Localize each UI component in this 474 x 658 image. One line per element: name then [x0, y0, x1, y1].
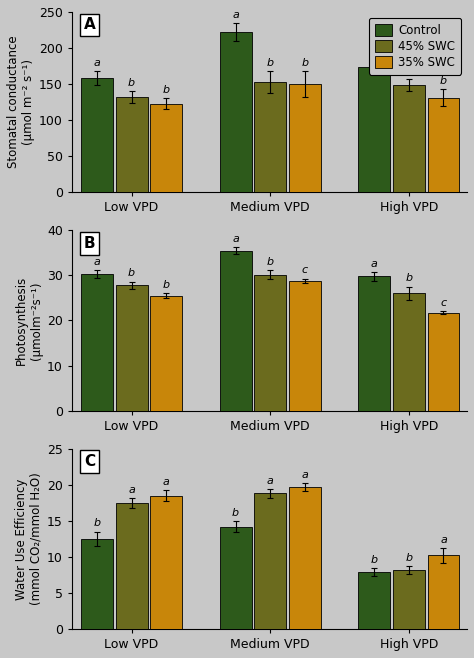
Text: B: B: [84, 236, 95, 251]
Text: b: b: [163, 280, 170, 290]
Text: a: a: [163, 476, 170, 487]
Bar: [393, 293, 425, 411]
Text: a: a: [440, 535, 447, 545]
Bar: [254, 82, 286, 192]
Bar: [150, 103, 182, 192]
Bar: [116, 286, 147, 411]
Bar: [81, 274, 113, 411]
Text: b: b: [232, 507, 239, 518]
Bar: [289, 487, 321, 629]
Bar: [428, 313, 459, 411]
Bar: [289, 84, 321, 192]
Y-axis label: Stomatal conductance
(μmol m⁻² s⁻¹): Stomatal conductance (μmol m⁻² s⁻¹): [7, 36, 35, 168]
Text: A: A: [84, 17, 96, 32]
Text: C: C: [84, 454, 95, 469]
Text: b: b: [301, 58, 309, 68]
Text: b: b: [371, 555, 378, 565]
Text: b: b: [93, 519, 100, 528]
Text: a: a: [301, 470, 308, 480]
Bar: [358, 572, 390, 629]
Bar: [393, 570, 425, 629]
Bar: [116, 97, 147, 192]
Text: c: c: [440, 298, 447, 308]
Text: b: b: [163, 84, 170, 95]
Text: b: b: [405, 553, 412, 563]
Bar: [393, 85, 425, 192]
Text: b: b: [128, 78, 135, 88]
Text: b: b: [405, 66, 412, 76]
Bar: [428, 555, 459, 629]
Text: a: a: [93, 257, 100, 267]
Text: b: b: [440, 76, 447, 86]
Text: a: a: [371, 49, 378, 59]
Y-axis label: Photosynthesis
(μmolm⁻²s⁻¹): Photosynthesis (μmolm⁻²s⁻¹): [15, 276, 43, 365]
Bar: [81, 539, 113, 629]
Bar: [150, 295, 182, 411]
Text: a: a: [371, 259, 378, 268]
Bar: [150, 495, 182, 629]
Bar: [428, 98, 459, 192]
Text: a: a: [93, 58, 100, 68]
Bar: [81, 78, 113, 192]
Text: b: b: [267, 257, 274, 266]
Bar: [254, 494, 286, 629]
Bar: [116, 503, 147, 629]
Bar: [358, 68, 390, 192]
Text: b: b: [128, 268, 135, 278]
Text: a: a: [232, 234, 239, 243]
Text: c: c: [302, 265, 308, 275]
Bar: [358, 276, 390, 411]
Text: b: b: [405, 274, 412, 284]
Y-axis label: Water Use Efficiency
(mmol CO₂/mmol H₂O): Water Use Efficiency (mmol CO₂/mmol H₂O): [15, 472, 43, 605]
Text: a: a: [128, 484, 135, 495]
Text: a: a: [267, 476, 273, 486]
Legend: Control, 45% SWC, 35% SWC: Control, 45% SWC, 35% SWC: [369, 18, 461, 74]
Bar: [289, 281, 321, 411]
Bar: [254, 274, 286, 411]
Bar: [219, 32, 252, 192]
Text: a: a: [232, 11, 239, 20]
Bar: [219, 251, 252, 411]
Bar: [219, 526, 252, 629]
Text: b: b: [267, 58, 274, 68]
